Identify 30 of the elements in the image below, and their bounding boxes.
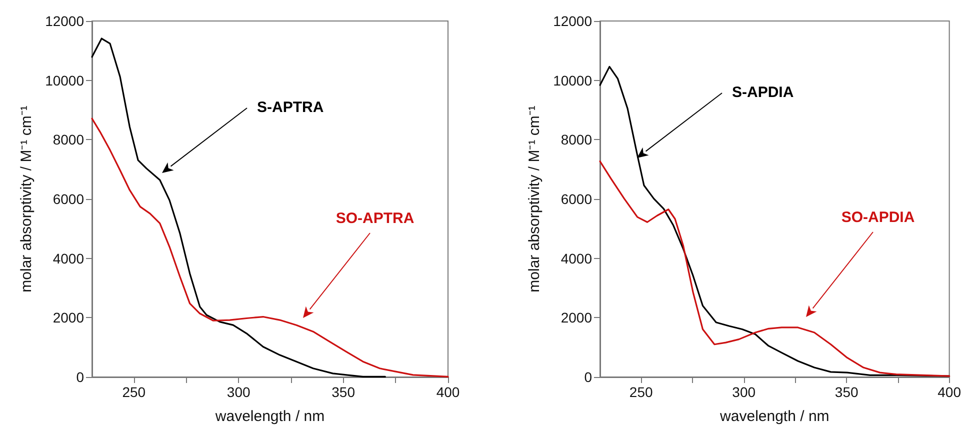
- annotation: SO-APTRA: [336, 210, 414, 227]
- x-tick-label: 250: [629, 384, 653, 400]
- y-tick-label: 0: [76, 369, 84, 385]
- x-tick-label: 300: [226, 384, 250, 400]
- annotation: S-APDIA: [732, 84, 794, 101]
- y-tick-label: 6000: [52, 191, 84, 207]
- y-tick-label: 0: [584, 369, 592, 385]
- y-axis-title: molar absorptivity / M⁻¹ cm⁻¹: [18, 106, 36, 292]
- y-tick-label: 8000: [560, 132, 592, 148]
- x-tick-label: 400: [436, 384, 460, 400]
- x-axis-title: wavelength / nm: [214, 408, 325, 425]
- y-tick-label: 8000: [52, 132, 84, 148]
- x-axis-title: wavelength / nm: [719, 408, 830, 425]
- x-tick-label: 400: [938, 384, 962, 400]
- x-tick-label: 250: [122, 384, 146, 400]
- y-tick-label: 12000: [553, 13, 592, 29]
- y-axis-title: molar absorptivity / M⁻¹ cm⁻¹: [526, 106, 544, 292]
- y-tick-label: 12000: [45, 13, 84, 29]
- x-tick-label: 350: [834, 384, 858, 400]
- y-tick-label: 2000: [560, 310, 592, 326]
- x-tick-label: 350: [332, 384, 356, 400]
- annotation: S-APTRA: [257, 98, 324, 116]
- y-tick-label: 2000: [52, 310, 84, 326]
- y-tick-label: 10000: [45, 72, 84, 88]
- x-tick-label: 300: [732, 384, 756, 400]
- y-tick-label: 4000: [560, 250, 592, 266]
- annotation: SO-APDIA: [841, 208, 915, 226]
- y-tick-label: 10000: [553, 72, 592, 88]
- y-tick-label: 4000: [52, 250, 84, 266]
- y-tick-label: 6000: [560, 191, 592, 207]
